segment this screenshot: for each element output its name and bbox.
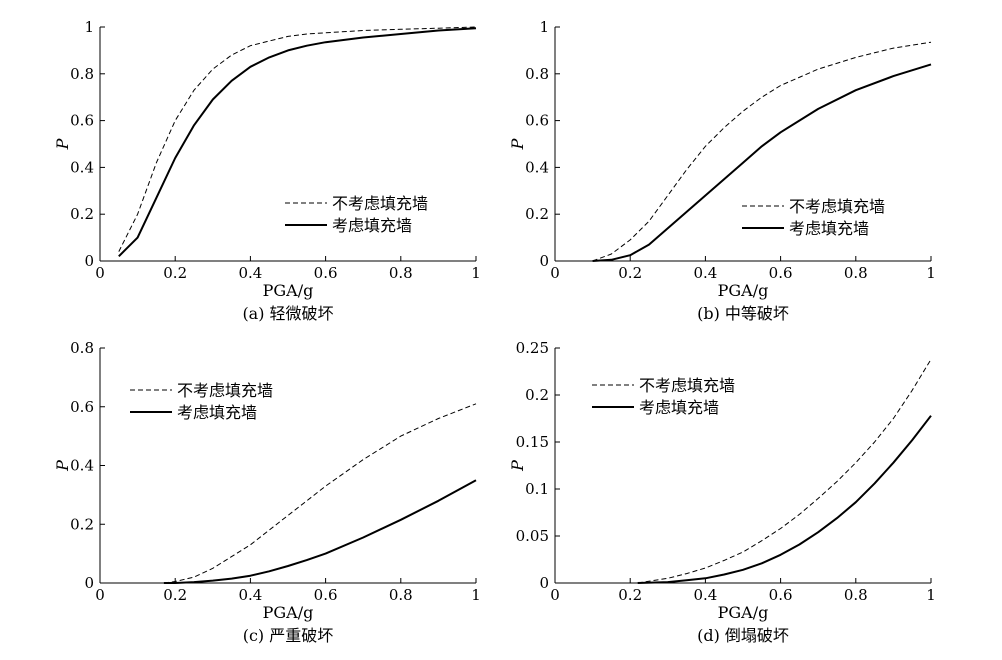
x-tick-label: 0.6 bbox=[314, 586, 338, 604]
x-tick-label: 0.8 bbox=[389, 264, 413, 282]
y-tick-label: 1 bbox=[84, 18, 94, 36]
legend-label: 考虑填充墙 bbox=[789, 219, 869, 238]
series-line-solid bbox=[637, 415, 932, 584]
y-tick-label: 0 bbox=[539, 252, 549, 270]
series-line-solid bbox=[118, 27, 477, 258]
x-tick-label: 0 bbox=[550, 586, 560, 604]
x-tick-label: 0.6 bbox=[314, 264, 338, 282]
x-tick-label: 0 bbox=[95, 586, 105, 604]
x-tick-label: 0.2 bbox=[163, 586, 187, 604]
x-tick-label: 0.4 bbox=[238, 264, 262, 282]
panel-d: 0 0.2 0.4 0.6 0.8 1 0 0.05 0.1 0.15 0.2 0.25 PGA/g P (… bbox=[508, 339, 936, 645]
y-tick-label: 0.4 bbox=[525, 158, 549, 176]
x-tick-label: 1 bbox=[471, 264, 481, 282]
y-tick-label: 0.25 bbox=[516, 339, 549, 357]
x-tick-label: 0.4 bbox=[238, 586, 262, 604]
x-axis-label: PGA/g bbox=[263, 281, 314, 300]
panel-caption: (d) 倒塌破坏 bbox=[697, 626, 789, 645]
legend-label: 考虑填充墙 bbox=[332, 216, 412, 235]
x-tick-label: 0.8 bbox=[844, 264, 868, 282]
x-tick-label: 0.2 bbox=[618, 264, 642, 282]
x-tick-label: 1 bbox=[471, 586, 481, 604]
x-axis-label: PGA/g bbox=[263, 603, 314, 622]
y-tick-label: 0.2 bbox=[525, 386, 549, 404]
x-axis-label: PGA/g bbox=[718, 603, 769, 622]
x-tick-label: 0 bbox=[550, 264, 560, 282]
legend-label: 不考虑填充墙 bbox=[639, 376, 735, 395]
panel-caption: (b) 中等破坏 bbox=[697, 304, 789, 323]
series-line-dashed bbox=[163, 403, 477, 584]
x-tick-label: 1 bbox=[926, 586, 936, 604]
y-tick-label: 0.8 bbox=[70, 339, 94, 357]
series-line-solid bbox=[592, 63, 932, 262]
y-tick-label: 0 bbox=[84, 574, 94, 592]
series-line-dashed bbox=[118, 26, 477, 252]
y-tick-label: 0.8 bbox=[70, 65, 94, 83]
panel-b: 0 0.2 0.4 0.6 0.8 1 0 0.2 0.4 0.6 0.8 1 PGA/g P (b) 中等… bbox=[508, 18, 936, 323]
y-axis-label: P bbox=[53, 138, 72, 150]
legend-label: 不考虑填充墙 bbox=[789, 197, 885, 216]
y-tick-label: 0.2 bbox=[525, 205, 549, 223]
y-tick-label: 0.6 bbox=[525, 112, 549, 130]
panel-caption: (a) 轻微破坏 bbox=[242, 304, 333, 323]
y-axis-label: P bbox=[508, 460, 527, 472]
x-tick-label: 0.2 bbox=[163, 264, 187, 282]
y-tick-label: 0.6 bbox=[70, 112, 94, 130]
y-tick-label: 0 bbox=[84, 252, 94, 270]
y-tick-label: 0.4 bbox=[70, 158, 94, 176]
y-tick-label: 0.2 bbox=[70, 205, 94, 223]
x-tick-label: 0.4 bbox=[693, 264, 717, 282]
series-line-solid bbox=[163, 479, 477, 584]
x-tick-label: 0.8 bbox=[389, 586, 413, 604]
panel-c: 0 0.2 0.4 0.6 0.8 1 0 0.2 0.4 0.6 0.8 PGA/g P (c) 严重破… bbox=[53, 339, 481, 645]
x-tick-label: 1 bbox=[926, 264, 936, 282]
y-tick-label: 0 bbox=[539, 574, 549, 592]
x-tick-label: 0.6 bbox=[769, 586, 793, 604]
y-axis-label: P bbox=[508, 138, 527, 150]
y-tick-label: 0.15 bbox=[516, 433, 549, 451]
series-line-dashed bbox=[592, 41, 932, 262]
y-tick-label: 0.8 bbox=[525, 65, 549, 83]
y-tick-label: 0.1 bbox=[525, 480, 549, 498]
x-tick-label: 0.6 bbox=[769, 264, 793, 282]
y-tick-label: 0.4 bbox=[70, 457, 94, 475]
y-tick-label: 0.2 bbox=[70, 515, 94, 533]
legend-label: 不考虑填充墙 bbox=[177, 381, 273, 400]
x-tick-label: 0 bbox=[95, 264, 105, 282]
panel-caption: (c) 严重破坏 bbox=[243, 626, 334, 645]
x-tick-label: 0.2 bbox=[618, 586, 642, 604]
y-tick-label: 1 bbox=[539, 18, 549, 36]
panel-a: 0 0.2 0.4 0.6 0.8 1 0 0.2 0.4 0.6 0.8 1 PGA/g P (a) 轻微… bbox=[53, 18, 481, 323]
y-tick-label: 0.05 bbox=[516, 527, 549, 545]
y-tick-label: 0.6 bbox=[70, 398, 94, 416]
x-axis-label: PGA/g bbox=[718, 281, 769, 300]
legend-label: 不考虑填充墙 bbox=[332, 194, 428, 213]
x-tick-label: 0.8 bbox=[844, 586, 868, 604]
legend-label: 考虑填充墙 bbox=[639, 398, 719, 417]
x-tick-label: 0.4 bbox=[693, 586, 717, 604]
legend-label: 考虑填充墙 bbox=[177, 403, 257, 422]
y-axis-label: P bbox=[53, 460, 72, 472]
series-line-dashed bbox=[637, 359, 932, 584]
